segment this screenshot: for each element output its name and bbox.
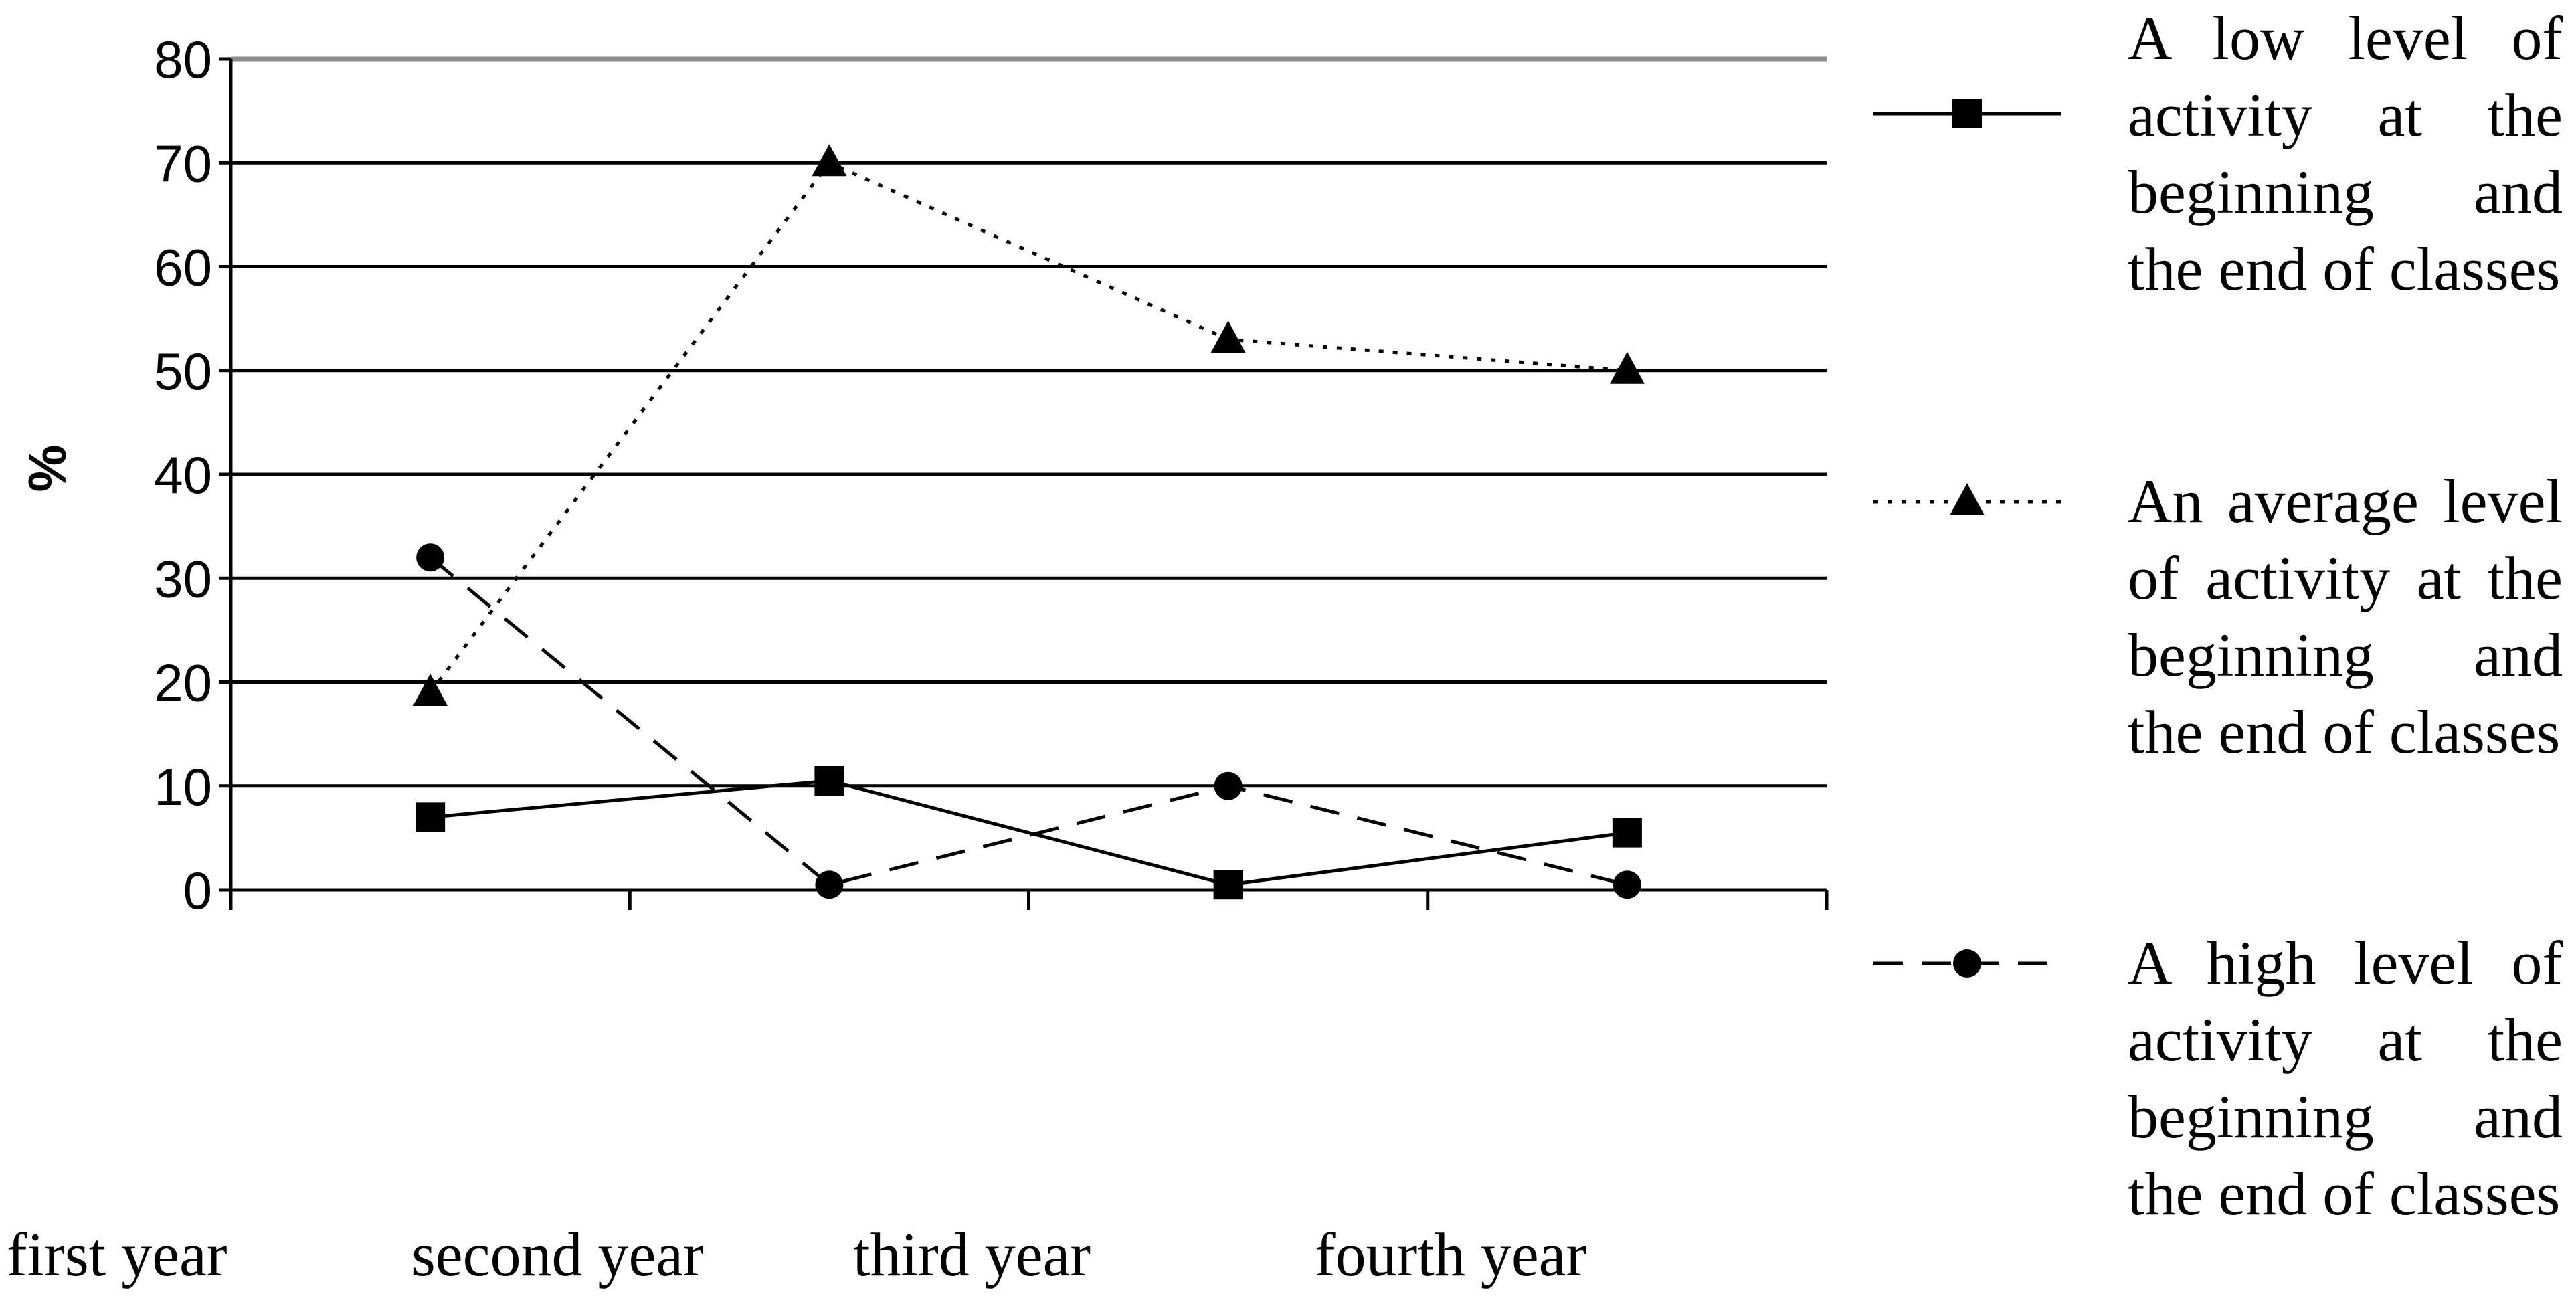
- y-tick-label: 30: [154, 549, 212, 608]
- data-point-square: [416, 802, 446, 832]
- data-point-circle: [1214, 771, 1243, 800]
- data-point-triangle: [413, 674, 448, 707]
- data-point-triangle: [1609, 351, 1645, 384]
- series-line-triangle: [429, 161, 1628, 694]
- legend-entry-square: A low level of activity at the beginning…: [2128, 4, 2563, 303]
- y-tick-label: 80: [154, 30, 212, 89]
- y-tick-label: 10: [154, 757, 212, 816]
- data-point-triangle: [812, 144, 847, 177]
- legend-marker-square: [1952, 99, 1982, 128]
- data-point-square: [814, 765, 844, 796]
- y-tick-label: 40: [154, 446, 212, 504]
- data-point-circle: [416, 543, 445, 572]
- x-category-label: fourth year: [1315, 1220, 1587, 1289]
- y-tick-label: 0: [183, 861, 212, 920]
- series-line-square: [430, 779, 1628, 887]
- legend-entry-triangle: An average level of activity at the begi…: [2128, 467, 2563, 766]
- data-point-square: [1612, 818, 1642, 848]
- y-tick-label: 70: [154, 134, 212, 193]
- y-tick-label: 60: [154, 238, 212, 297]
- legend-entry-circle: A high level of activity at the beginnin…: [2128, 929, 2563, 1228]
- data-point-circle: [1613, 870, 1641, 899]
- y-tick-label: 50: [154, 342, 212, 401]
- data-point-circle: [815, 870, 844, 899]
- data-point-square: [1213, 870, 1243, 900]
- x-category-label: first year: [7, 1220, 227, 1289]
- x-category-label: second year: [411, 1220, 704, 1289]
- y-tick-label: 20: [154, 654, 212, 713]
- data-point-triangle: [1210, 320, 1246, 353]
- x-category-label: third year: [853, 1220, 1091, 1289]
- legend-marker-circle: [1953, 949, 1981, 978]
- legend-marker-triangle: [1950, 483, 1985, 515]
- y-axis-label: %: [17, 444, 77, 492]
- series-line-circle: [429, 556, 1628, 887]
